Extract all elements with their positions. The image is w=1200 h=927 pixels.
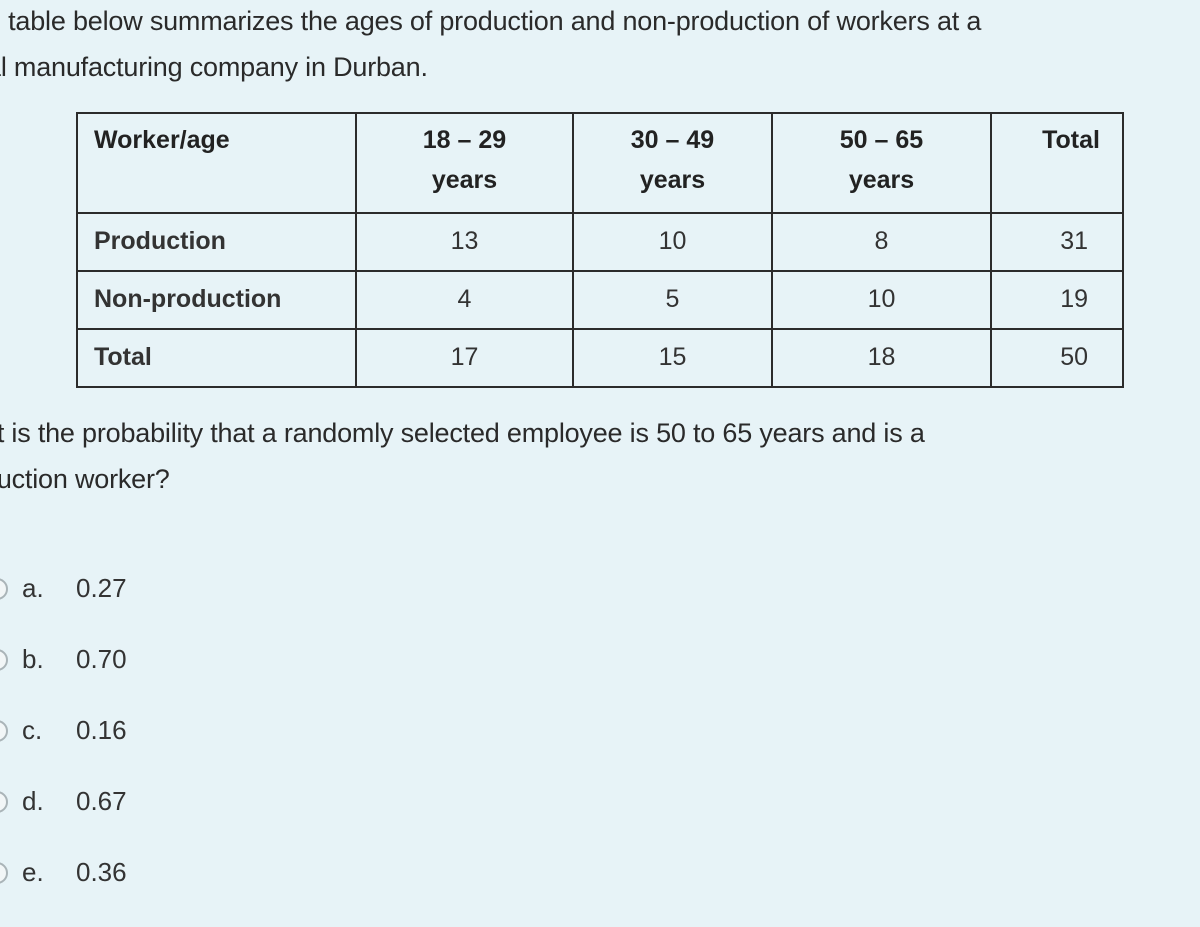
cell: 31 — [990, 212, 1124, 272]
question-text: at is the probability that a randomly se… — [0, 410, 925, 502]
cell: 17 — [355, 328, 574, 388]
row-label: Total — [76, 328, 357, 388]
header-text: years — [431, 166, 498, 194]
option-value: 0.67 — [76, 786, 127, 816]
header-30-49: 30 – 49 years — [572, 112, 773, 214]
option-value: 0.70 — [76, 644, 127, 674]
header-text: Worker/age — [94, 126, 230, 154]
intro-text: e table below summarizes the ages of pro… — [0, 0, 981, 90]
option-letter: e. — [22, 857, 44, 887]
radio-icon[interactable] — [0, 577, 8, 600]
option-value: 0.27 — [76, 573, 127, 603]
radio-icon[interactable] — [0, 719, 8, 742]
header-text: 30 – 49 — [630, 126, 715, 154]
cell: 8 — [771, 212, 992, 272]
header-text: years — [639, 166, 706, 194]
table-header-row: Worker/age 18 – 29 years 30 – 49 years 5… — [76, 112, 1124, 214]
worker-age-table: Worker/age 18 – 29 years 30 – 49 years 5… — [76, 112, 1124, 388]
table-row: Production 13 10 8 31 — [76, 212, 1124, 272]
option-letter: c. — [22, 715, 43, 745]
cell: 18 — [771, 328, 992, 388]
header-50-65: 50 – 65 years — [771, 112, 992, 214]
header-text: years — [848, 166, 915, 194]
radio-icon[interactable] — [0, 790, 8, 813]
cell: 50 — [990, 328, 1124, 388]
header-text: Total — [1042, 126, 1100, 154]
header-18-29: 18 – 29 years — [355, 112, 574, 214]
header-text: 50 – 65 — [839, 126, 924, 154]
cell: 19 — [990, 270, 1124, 330]
cell: 4 — [355, 270, 574, 330]
option-value: 0.16 — [76, 715, 127, 745]
radio-icon[interactable] — [0, 648, 8, 671]
header-text: 18 – 29 — [422, 126, 507, 154]
question-line-1: at is the probability that a randomly se… — [0, 418, 925, 448]
header-worker-age: Worker/age — [76, 112, 357, 214]
cell: 5 — [572, 270, 773, 330]
intro-line-2: al manufacturing company in Durban. — [0, 52, 428, 82]
option-letter: b. — [22, 644, 44, 674]
cell: 13 — [355, 212, 574, 272]
header-total: Total — [990, 112, 1124, 214]
option-letter: d. — [22, 786, 44, 816]
option-letter: a. — [22, 573, 44, 603]
cell: 10 — [771, 270, 992, 330]
table-row: Non-production 4 5 10 19 — [76, 270, 1124, 330]
cell: 10 — [572, 212, 773, 272]
row-label: Non-production — [76, 270, 357, 330]
question-line-2: duction worker? — [0, 464, 170, 494]
intro-line-1: e table below summarizes the ages of pro… — [0, 6, 982, 36]
option-value: 0.36 — [76, 857, 127, 887]
row-label: Production — [76, 212, 357, 272]
cell: 15 — [572, 328, 773, 388]
table-row: Total 17 15 18 50 — [76, 328, 1124, 388]
radio-icon[interactable] — [0, 861, 8, 884]
